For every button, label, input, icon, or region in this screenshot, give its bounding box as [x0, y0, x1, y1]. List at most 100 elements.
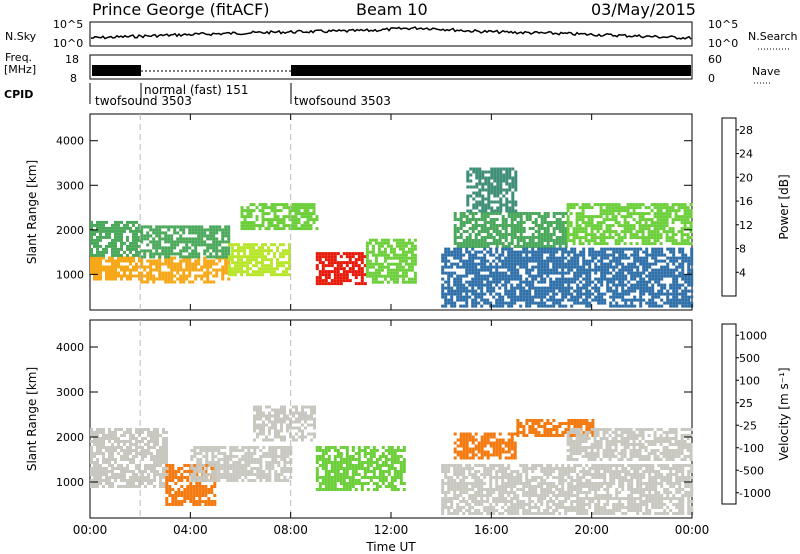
data-cell: [143, 280, 147, 284]
data-cell: [453, 292, 457, 296]
data-cell: [140, 225, 144, 229]
data-cell: [492, 441, 496, 445]
data-cell: [304, 411, 307, 415]
data-cell: [678, 274, 682, 278]
data-cell: [258, 224, 262, 228]
data-cell: [209, 234, 213, 238]
data-cell: [360, 258, 364, 262]
data-cell: [462, 212, 466, 215]
data-cell: [489, 250, 493, 254]
data-cell: [519, 265, 523, 269]
data-cell: [498, 259, 502, 263]
data-cell: [206, 249, 210, 253]
data-cell: [519, 286, 523, 290]
data-cell: [105, 220, 108, 224]
data-cell: [162, 467, 165, 470]
data-cell: [218, 228, 222, 232]
data-cell: [114, 241, 117, 245]
data-cell: [345, 458, 349, 461]
data-cell: [179, 225, 183, 229]
data-cell: [371, 238, 375, 242]
data-cell: [609, 259, 613, 263]
data-cell: [474, 444, 478, 448]
data-cell: [522, 221, 526, 224]
data-cell: [483, 259, 487, 263]
data-cell: [96, 274, 99, 278]
data-cell: [286, 423, 289, 427]
data-cell: [147, 446, 150, 449]
data-cell: [510, 298, 514, 302]
data-cell: [90, 259, 93, 263]
data-cell: [183, 500, 187, 503]
data-cell: [576, 274, 580, 278]
data-cell: [307, 432, 310, 436]
data-cell: [612, 295, 616, 299]
data-cell: [96, 262, 99, 266]
data-cell: [268, 479, 272, 482]
data-cell: [191, 252, 195, 256]
data-cell: [654, 253, 658, 257]
data-cell: [255, 264, 258, 268]
data-cell: [307, 405, 310, 409]
data-cell: [594, 298, 598, 302]
data-cell: [132, 244, 135, 248]
data-cell: [644, 236, 648, 240]
data-cell: [386, 265, 390, 269]
data-cell: [360, 252, 364, 256]
data-cell: [489, 227, 493, 230]
data-cell: [247, 461, 251, 464]
data-cell: [444, 301, 448, 305]
data-cell: [99, 476, 102, 479]
data-cell: [200, 228, 204, 232]
data-cell: [481, 170, 485, 174]
data-cell: [252, 258, 255, 262]
data-cell: [468, 456, 472, 460]
data-cell: [194, 265, 198, 269]
data-cell: [447, 271, 451, 275]
data-cell: [366, 461, 370, 464]
data-cell: [200, 240, 204, 244]
data-cell: [459, 283, 463, 287]
data-cell: [315, 461, 319, 464]
data-cell: [117, 443, 120, 446]
data-cell: [381, 476, 385, 479]
data-cell: [372, 488, 376, 491]
data-cell: [327, 479, 331, 482]
data-cell: [558, 224, 562, 227]
data-cell: [285, 252, 288, 256]
data-cell: [129, 229, 132, 233]
data-cell: [342, 488, 346, 491]
data-cell: [333, 479, 337, 482]
data-cell: [549, 250, 553, 254]
data-cell: [453, 227, 457, 230]
data-cell: [241, 446, 245, 449]
data-cell: [188, 265, 192, 269]
data-cell: [333, 464, 337, 467]
data-cell: [321, 467, 325, 470]
data-cell: [552, 289, 556, 293]
data-cell: [114, 226, 117, 230]
data-cell: [590, 206, 594, 210]
data-cell: [558, 239, 562, 242]
data-cell: [108, 458, 111, 461]
data-cell: [177, 494, 181, 497]
data-cell: [188, 274, 192, 278]
data-cell: [496, 167, 500, 171]
data-cell: [111, 446, 114, 449]
data-cell: [102, 443, 105, 446]
freq-tick-top: 18: [65, 53, 79, 66]
data-cell: [599, 233, 603, 237]
data-cell: [90, 434, 93, 437]
data-cell: [158, 265, 162, 269]
data-cell: [227, 234, 231, 238]
data-cell: [336, 267, 340, 271]
data-cell: [102, 434, 105, 437]
data-cell: [528, 236, 532, 239]
data-cell: [474, 242, 478, 245]
data-cell: [162, 446, 165, 449]
data-cell: [324, 464, 328, 467]
data-cell: [189, 488, 193, 491]
data-cell: [626, 221, 630, 225]
data-cell: [220, 467, 224, 470]
data-cell: [453, 230, 457, 233]
